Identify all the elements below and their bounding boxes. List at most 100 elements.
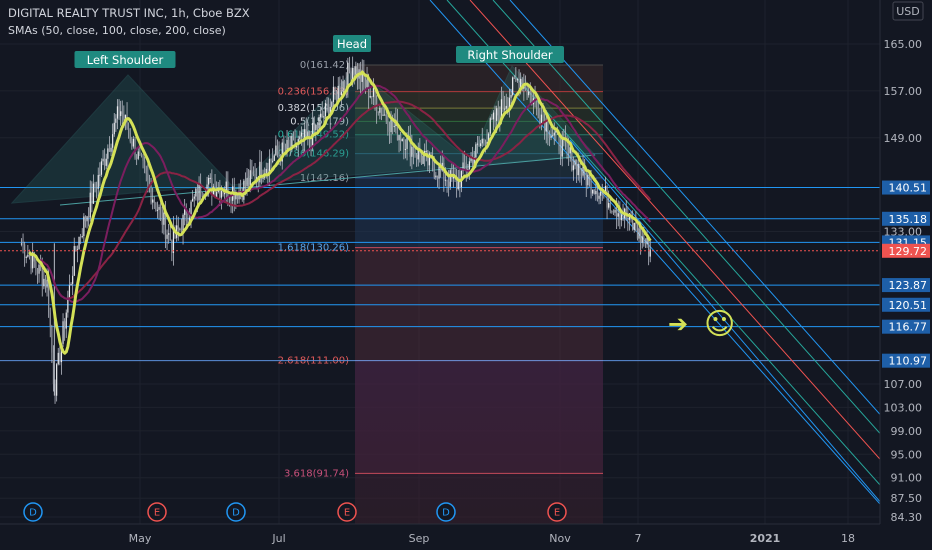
horizontal-levels[interactable] <box>0 187 880 362</box>
candle[interactable] <box>553 132 555 136</box>
candle[interactable] <box>446 179 448 182</box>
candle[interactable] <box>524 83 527 91</box>
candle[interactable] <box>382 114 384 116</box>
candle[interactable] <box>448 181 450 187</box>
candle[interactable] <box>156 209 159 211</box>
candle[interactable] <box>547 119 549 135</box>
candle[interactable] <box>307 131 309 137</box>
candle[interactable] <box>403 139 405 150</box>
candle[interactable] <box>94 183 96 189</box>
candle[interactable] <box>192 198 194 202</box>
earnings-marker[interactable]: E <box>337 502 357 522</box>
fib-extension[interactable]: 0(161.42) 0.236(156.88) 0.382(154.06) 0.5(1… <box>278 60 603 524</box>
candle[interactable] <box>177 225 179 229</box>
earnings-marker[interactable]: E <box>547 502 567 522</box>
candle[interactable] <box>481 138 483 144</box>
candle[interactable] <box>283 142 285 148</box>
candle[interactable] <box>507 105 509 108</box>
candle[interactable] <box>590 175 592 194</box>
candle[interactable] <box>268 158 271 174</box>
candle[interactable] <box>27 254 29 257</box>
candle[interactable] <box>361 70 363 82</box>
candle[interactable] <box>356 66 359 79</box>
candle[interactable] <box>422 155 424 164</box>
candle[interactable] <box>635 222 637 232</box>
candle[interactable] <box>497 108 499 116</box>
candle[interactable] <box>38 264 40 274</box>
candle[interactable] <box>470 158 472 162</box>
candle[interactable] <box>611 211 613 213</box>
candle[interactable] <box>44 278 47 288</box>
candle[interactable] <box>102 158 104 162</box>
candle[interactable] <box>480 143 482 147</box>
candle[interactable] <box>566 142 568 148</box>
candle[interactable] <box>142 155 144 161</box>
target-annotation[interactable]: ➔ ☺ <box>668 307 735 342</box>
candle[interactable] <box>500 99 503 121</box>
candle[interactable] <box>70 283 72 286</box>
candle[interactable] <box>324 103 327 117</box>
candle[interactable] <box>296 144 298 148</box>
dividend-marker[interactable]: D <box>226 502 246 522</box>
channel-line[interactable] <box>569 139 930 550</box>
candle[interactable] <box>86 216 88 222</box>
candle[interactable] <box>254 173 256 181</box>
candle[interactable] <box>518 79 520 88</box>
candle[interactable] <box>390 117 392 133</box>
candle[interactable] <box>99 174 101 176</box>
candle[interactable] <box>526 90 528 96</box>
candle[interactable] <box>456 178 458 190</box>
candle[interactable] <box>248 177 250 186</box>
candle[interactable] <box>644 242 647 245</box>
candle[interactable] <box>432 157 434 169</box>
candle[interactable] <box>472 158 474 167</box>
candle[interactable] <box>342 81 344 92</box>
candle[interactable] <box>57 352 59 365</box>
candle[interactable] <box>289 144 291 149</box>
candle[interactable] <box>606 186 608 208</box>
candle[interactable] <box>598 195 600 199</box>
candle[interactable] <box>528 91 530 96</box>
candle[interactable] <box>380 107 383 116</box>
candle[interactable] <box>230 196 232 201</box>
current-price-tag[interactable] <box>882 243 930 258</box>
candle[interactable] <box>140 153 143 156</box>
candle[interactable] <box>59 352 61 363</box>
candle[interactable] <box>92 183 95 204</box>
candle[interactable] <box>20 243 23 245</box>
candle[interactable] <box>110 147 112 152</box>
candle[interactable] <box>160 206 162 210</box>
candle[interactable] <box>360 69 362 82</box>
candle[interactable] <box>496 108 498 121</box>
candle[interactable] <box>520 78 522 88</box>
candle[interactable] <box>406 136 408 149</box>
pattern-label-head[interactable]: Head <box>333 35 371 52</box>
candle[interactable] <box>196 188 199 201</box>
candle[interactable] <box>211 177 213 195</box>
candle[interactable] <box>147 173 149 181</box>
candle[interactable] <box>571 147 573 171</box>
candle[interactable] <box>275 145 277 156</box>
candle[interactable] <box>385 114 387 122</box>
candle[interactable] <box>235 192 237 200</box>
candle[interactable] <box>350 70 352 80</box>
candle[interactable] <box>488 133 490 142</box>
candle[interactable] <box>305 129 307 137</box>
candle[interactable] <box>540 114 543 124</box>
candle[interactable] <box>84 216 87 222</box>
candle[interactable] <box>81 235 83 237</box>
candle[interactable] <box>244 180 247 187</box>
candle[interactable] <box>579 163 581 172</box>
candle[interactable] <box>428 153 431 166</box>
candle[interactable] <box>588 174 591 176</box>
candle[interactable] <box>107 148 109 159</box>
candle[interactable] <box>169 233 171 241</box>
candle[interactable] <box>168 233 170 235</box>
candle[interactable] <box>126 114 128 129</box>
candle[interactable] <box>476 143 479 145</box>
candle[interactable] <box>198 183 200 201</box>
candle[interactable] <box>224 192 226 195</box>
candle[interactable] <box>120 111 122 117</box>
candle[interactable] <box>531 93 533 105</box>
